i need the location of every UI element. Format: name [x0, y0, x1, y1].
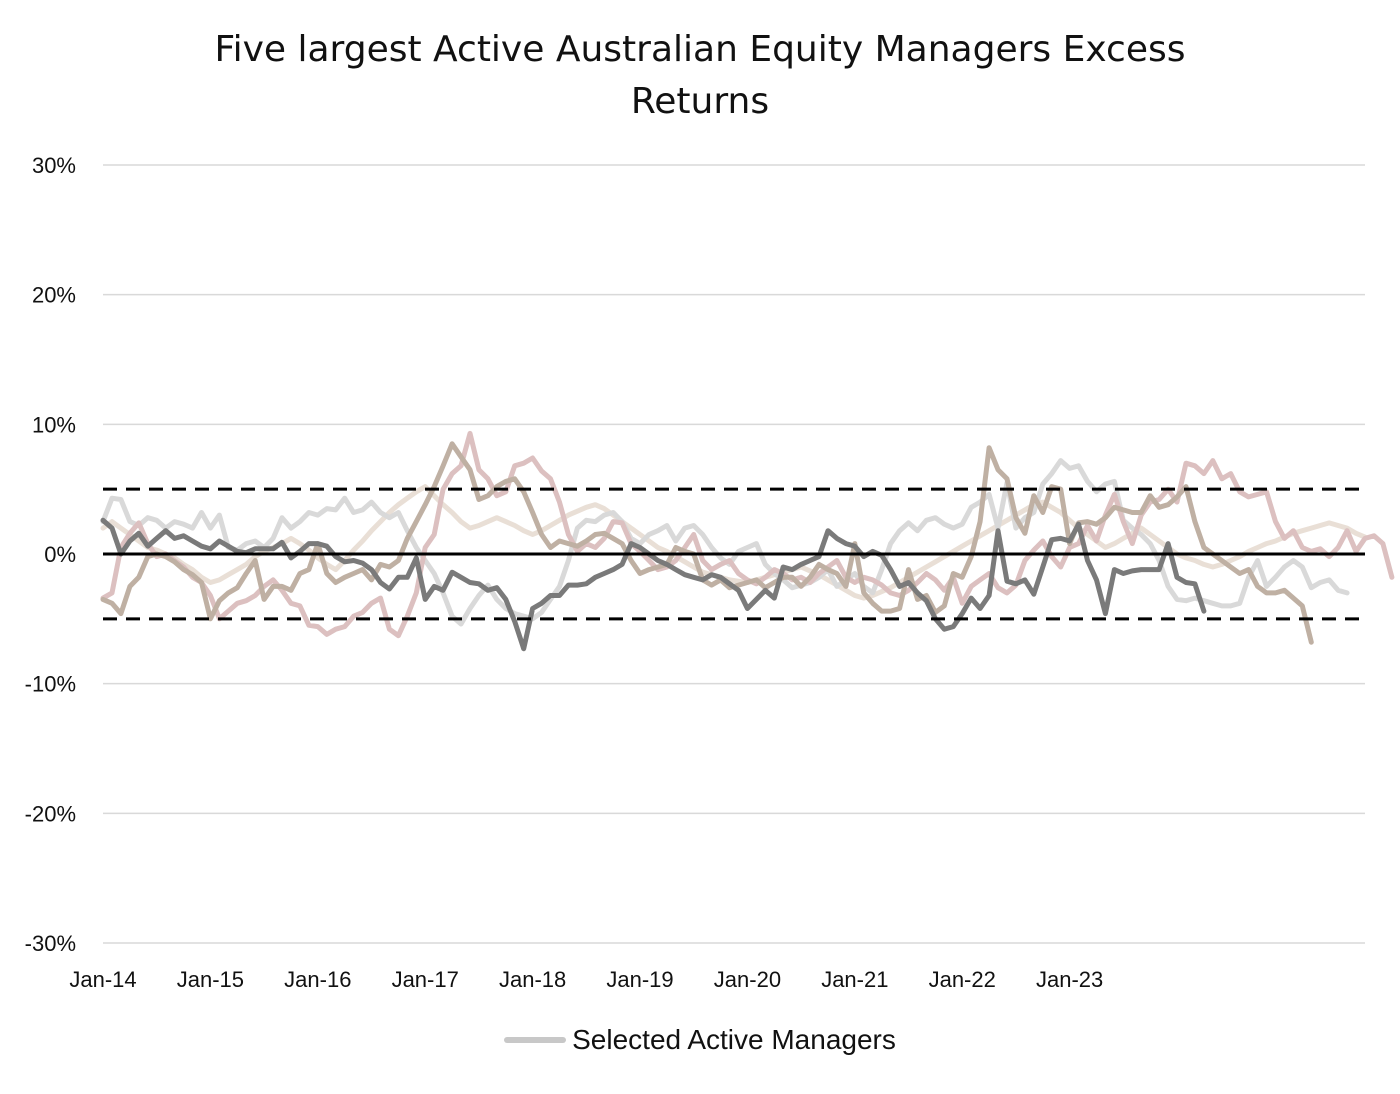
- reference-lines: [103, 487, 1365, 621]
- x-tick-label: Jan-20: [714, 967, 781, 992]
- legend: Selected Active Managers: [0, 1024, 1400, 1056]
- x-tick-label: Jan-22: [929, 967, 996, 992]
- y-tick-label: -20%: [25, 801, 76, 826]
- x-tick-label: Jan-18: [499, 967, 566, 992]
- y-tick-label: 0%: [44, 542, 76, 567]
- x-tick-label: Jan-14: [69, 967, 136, 992]
- y-tick-label: -10%: [25, 672, 76, 697]
- x-tick-label: Jan-17: [392, 967, 459, 992]
- x-tick-label: Jan-16: [284, 967, 351, 992]
- x-tick-label: Jan-23: [1036, 967, 1103, 992]
- series-line-5: [100, 517, 1207, 652]
- y-tick-label: 30%: [32, 153, 76, 178]
- chart-title: Five largest Active Australian Equity Ma…: [214, 29, 1186, 122]
- x-tick-label: Jan-19: [606, 967, 673, 992]
- x-tick-label: Jan-15: [177, 967, 244, 992]
- x-tick-label: Jan-21: [821, 967, 888, 992]
- y-tick-label: -30%: [25, 931, 76, 956]
- y-axis-ticks: 30% 20% 10% 0% -10% -20% -30%: [25, 153, 76, 956]
- series-line-4: [100, 441, 1314, 645]
- y-tick-label: 20%: [32, 283, 76, 308]
- series-lines: [100, 430, 1395, 652]
- legend-label: Selected Active Managers: [572, 1024, 896, 1055]
- y-tick-label: 10%: [32, 412, 76, 437]
- legend-swatch: [504, 1037, 567, 1043]
- x-axis-ticks: Jan-14 Jan-15 Jan-16 Jan-17 Jan-18 Jan-19 Jan-…: [69, 967, 1103, 992]
